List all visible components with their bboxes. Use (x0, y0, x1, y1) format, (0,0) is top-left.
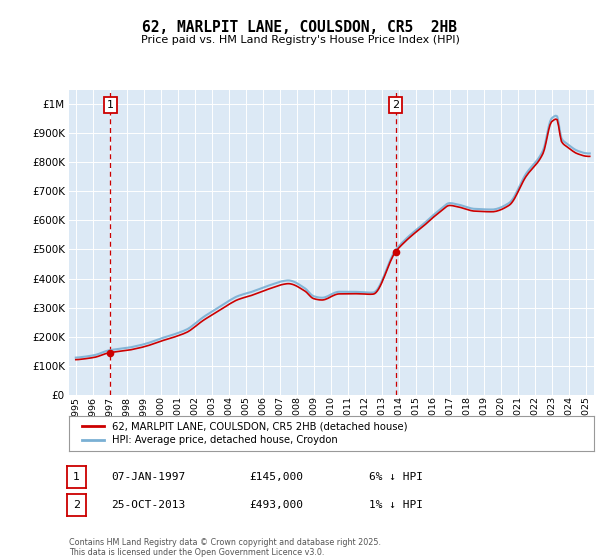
Text: 1: 1 (107, 100, 114, 110)
Text: 62, MARLPIT LANE, COULSDON, CR5  2HB: 62, MARLPIT LANE, COULSDON, CR5 2HB (143, 20, 458, 35)
Text: £493,000: £493,000 (249, 500, 303, 510)
Text: Contains HM Land Registry data © Crown copyright and database right 2025.
This d: Contains HM Land Registry data © Crown c… (69, 538, 381, 557)
Text: 2: 2 (73, 500, 80, 510)
Text: 6% ↓ HPI: 6% ↓ HPI (369, 472, 423, 482)
Text: 1: 1 (73, 472, 80, 482)
Legend: 62, MARLPIT LANE, COULSDON, CR5 2HB (detached house), HPI: Average price, detach: 62, MARLPIT LANE, COULSDON, CR5 2HB (det… (79, 418, 411, 449)
Text: 1% ↓ HPI: 1% ↓ HPI (369, 500, 423, 510)
Text: 2: 2 (392, 100, 399, 110)
Text: 07-JAN-1997: 07-JAN-1997 (111, 472, 185, 482)
Text: Price paid vs. HM Land Registry's House Price Index (HPI): Price paid vs. HM Land Registry's House … (140, 35, 460, 45)
Text: 25-OCT-2013: 25-OCT-2013 (111, 500, 185, 510)
Text: £145,000: £145,000 (249, 472, 303, 482)
